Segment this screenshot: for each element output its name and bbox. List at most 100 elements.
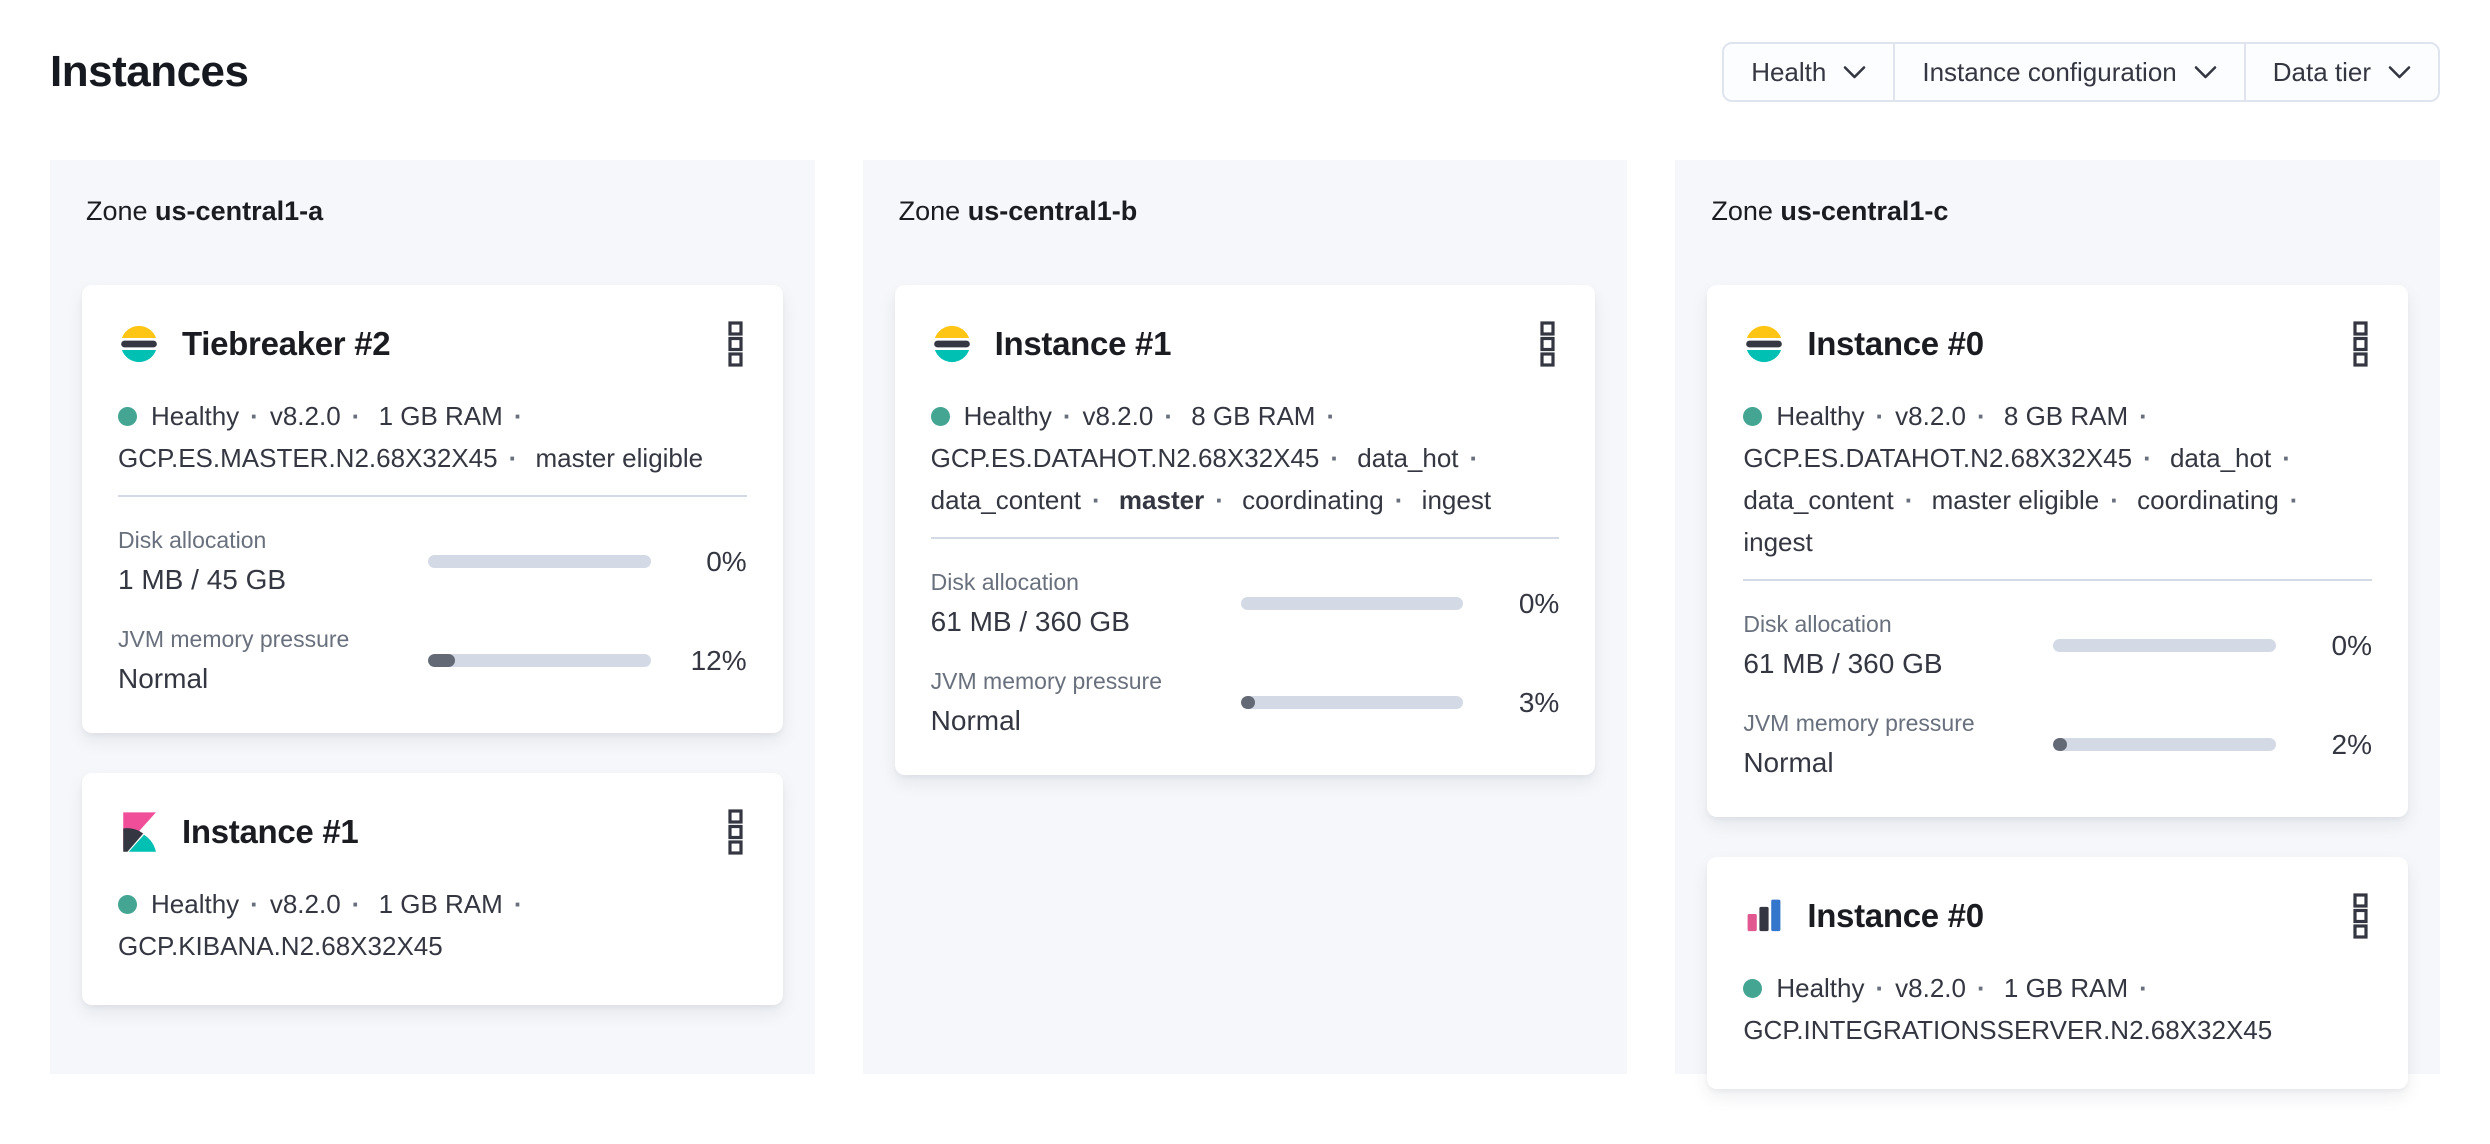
dot-separator: · xyxy=(2282,443,2291,473)
meta-item-group: 1 GB RAM · xyxy=(379,889,534,919)
progress-fill xyxy=(2053,738,2068,751)
instance-menu-button[interactable] xyxy=(724,807,747,857)
instance-card: Instance #1 Healthy · v8.2.0 · 8 GB RAM · GC… xyxy=(894,285,1596,775)
dot-separator: · xyxy=(1215,485,1224,515)
card-title: Instance #1 xyxy=(994,325,1172,362)
progress-track xyxy=(1240,696,1464,709)
dot-separator: · xyxy=(250,889,259,919)
meta-item-group: GCP.ES.DATAHOT.N2.68X32X45 · xyxy=(931,443,1350,473)
elasticsearch-logo-icon xyxy=(1743,323,1785,365)
filter-data-tier-button[interactable]: Data tier xyxy=(2243,44,2438,100)
progress-track xyxy=(1240,597,1464,610)
dot-separator: · xyxy=(1092,485,1101,515)
card-header: Instance #0 xyxy=(1743,319,2372,369)
boxes-vertical-icon xyxy=(2353,321,2368,367)
dot-separator: · xyxy=(508,443,518,473)
meta-item-group: master eligible xyxy=(536,443,704,473)
meta-item-group: v8.2.0 · xyxy=(1082,401,1184,431)
meta-item-group: GCP.INTEGRATIONSSERVER.N2.68X32X45 xyxy=(1743,1015,2272,1045)
page-title: Instances xyxy=(50,46,249,96)
zone-panel: Zone us-central1-b Instance #1 Healthy · v… xyxy=(862,160,1628,1074)
meta-item: v8.2.0 xyxy=(269,401,341,431)
instance-menu-button[interactable] xyxy=(2349,319,2372,369)
dot-separator: · xyxy=(2143,443,2152,473)
meta-item: v8.2.0 xyxy=(1895,401,1966,431)
status-text: Healthy xyxy=(151,401,240,431)
metric-label: JVM memory pressure xyxy=(118,626,350,652)
meta-item-group: v8.2.0 · xyxy=(1895,401,1997,431)
progress-track xyxy=(2053,639,2276,652)
dot-separator: · xyxy=(351,889,361,919)
instance-card: Tiebreaker #2 Healthy · v8.2.0 · 1 GB RAM · … xyxy=(82,285,783,733)
card-title: Instance #0 xyxy=(1807,897,1984,934)
meta-item-group: GCP.ES.DATAHOT.N2.68X32X45 · xyxy=(1743,443,2162,473)
zone-label-prefix: Zone xyxy=(86,196,156,226)
instances-page: Instances Health Instance configuration … xyxy=(0,42,2490,1089)
filter-health-button[interactable]: Health xyxy=(1724,44,1893,100)
meta-item-group: v8.2.0 · xyxy=(270,889,372,919)
boxes-vertical-icon xyxy=(1540,321,1555,367)
card-divider xyxy=(118,495,747,497)
meta-item-group: data_content · xyxy=(1743,485,1924,515)
card-header: Instance #1 xyxy=(931,319,1560,369)
metric-value: Normal xyxy=(930,705,1021,736)
zone-label-prefix: Zone xyxy=(1711,196,1781,226)
metric-value: 1 MB / 45 GB xyxy=(118,564,287,595)
boxes-vertical-icon xyxy=(728,809,743,855)
metric-row: Disk allocation 61 MB / 360 GB 0% xyxy=(931,569,1560,638)
health-dot-icon xyxy=(118,407,137,426)
meta-item: GCP.ES.DATAHOT.N2.68X32X45 xyxy=(1743,443,2133,473)
metric-label: Disk allocation xyxy=(118,527,267,553)
meta-item: GCP.ES.MASTER.N2.68X32X45 xyxy=(118,443,498,473)
filter-group: Health Instance configuration Data tier xyxy=(1722,42,2440,102)
filter-instance-configuration-button[interactable]: Instance configuration xyxy=(1893,44,2243,100)
meta-item-group: data_content · xyxy=(931,485,1112,515)
metric-text: JVM memory pressure Normal xyxy=(1743,710,2029,779)
metric-percent: 0% xyxy=(706,545,747,577)
filter-data-tier-label: Data tier xyxy=(2272,56,2371,87)
dot-separator: · xyxy=(1469,443,1479,473)
zone-label: Zone us-central1-c xyxy=(1711,196,2404,227)
card-title: Instance #1 xyxy=(182,813,359,850)
metric-label: JVM memory pressure xyxy=(1743,710,1975,736)
metric-label: Disk allocation xyxy=(930,569,1079,595)
meta-item-group: 8 GB RAM · xyxy=(2004,401,2159,431)
instance-menu-button[interactable] xyxy=(724,319,747,369)
metric-percent: 3% xyxy=(1518,686,1560,718)
dot-separator: · xyxy=(1164,401,1173,431)
card-title: Tiebreaker #2 xyxy=(182,325,391,362)
kibana-logo-icon xyxy=(118,811,160,853)
metric-percent: 0% xyxy=(1518,587,1560,619)
instance-menu-button[interactable] xyxy=(2349,891,2372,941)
status-group: Healthy · xyxy=(930,401,1083,431)
instance-card: Instance #1 Healthy · v8.2.0 · 1 GB RAM · GC… xyxy=(82,773,783,1005)
meta-item: coordinating xyxy=(2137,485,2279,515)
card-title: Instance #0 xyxy=(1807,325,1984,362)
metric-text: JVM memory pressure Normal xyxy=(931,668,1217,737)
metric-row: Disk allocation 61 MB / 360 GB 0% xyxy=(1743,611,2372,680)
instance-menu-button[interactable] xyxy=(1536,319,1559,369)
metric-percent: 2% xyxy=(2331,728,2372,760)
dot-separator: · xyxy=(2110,485,2119,515)
page-header: Instances Health Instance configuration … xyxy=(50,42,2440,102)
dot-separator: · xyxy=(1062,401,1072,431)
meta-item: 8 GB RAM xyxy=(1191,401,1316,431)
meta-item: master eligible xyxy=(535,443,704,473)
progress-track xyxy=(428,654,651,667)
filter-instance-configuration-label: Instance configuration xyxy=(1922,56,2177,87)
dot-separator: · xyxy=(2289,485,2299,515)
status-group: Healthy · xyxy=(118,401,270,431)
meta-item: master eligible xyxy=(1931,485,2100,515)
instance-meta: Healthy · v8.2.0 · 1 GB RAM · GCP.ES.MASTER.… xyxy=(118,395,747,479)
dot-separator: · xyxy=(1330,443,1340,473)
status-group: Healthy · xyxy=(1743,401,1895,431)
zone-label-prefix: Zone xyxy=(898,196,968,226)
meta-item-group: 1 GB RAM · xyxy=(2004,973,2159,1003)
filter-health-label: Health xyxy=(1751,56,1827,87)
metric-row: JVM memory pressure Normal 3% xyxy=(931,668,1560,737)
card-header: Instance #0 xyxy=(1743,891,2372,941)
meta-item: v8.2.0 xyxy=(269,889,341,919)
dot-separator: · xyxy=(1326,401,1336,431)
meta-item: GCP.ES.DATAHOT.N2.68X32X45 xyxy=(930,443,1320,473)
meta-item: 8 GB RAM xyxy=(2003,401,2129,431)
